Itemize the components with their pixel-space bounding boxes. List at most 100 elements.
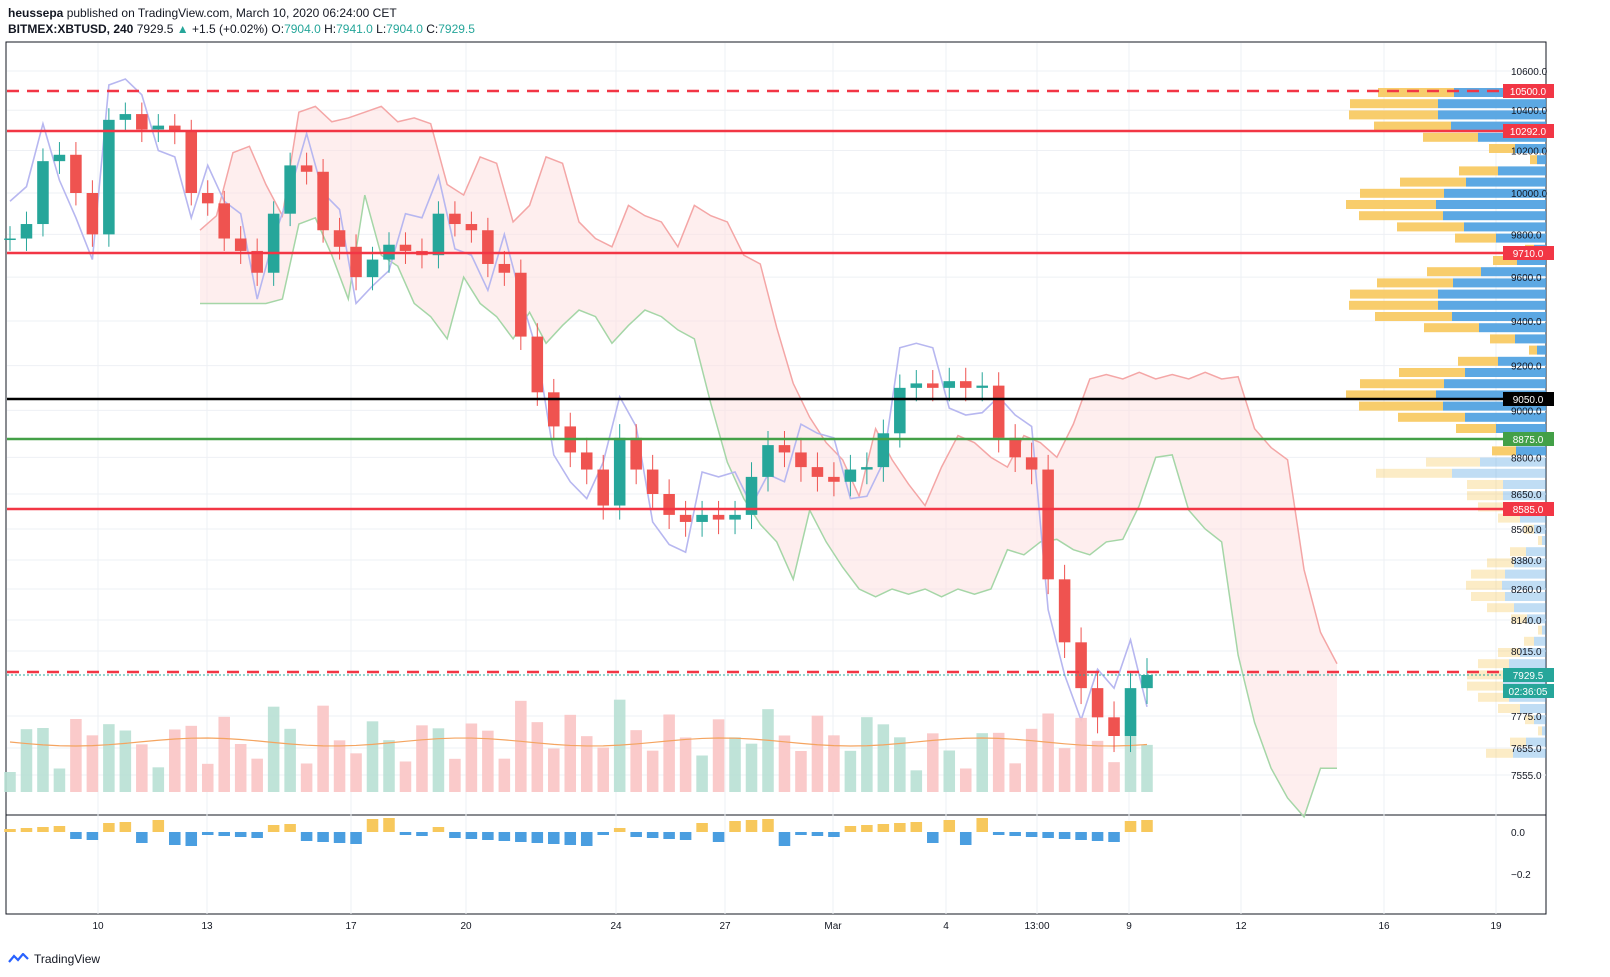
profile-up-bar: [1350, 289, 1438, 299]
level-badge: [1503, 392, 1554, 406]
profile-down-bar: [1527, 614, 1546, 624]
profile-up-bar: [1376, 468, 1452, 478]
profile-up-bar: [1349, 300, 1438, 310]
profile-down-bar: [1513, 748, 1546, 758]
level-badge: [1503, 124, 1554, 138]
profile-down-bar: [1534, 636, 1546, 646]
profile-down-bar: [1436, 390, 1546, 400]
candle-body: [943, 381, 956, 388]
candle-body: [284, 165, 296, 214]
profile-up-bar: [1478, 502, 1509, 512]
volume-bar: [1058, 748, 1071, 792]
profile-down-bar: [1438, 289, 1546, 299]
price-axis[interactable]: 10500.0 10292.0 9710.0 9050.0 8875.0 8585.0 79…: [1503, 67, 1554, 782]
oscillator-bar: [366, 819, 379, 832]
profile-down-bar: [1520, 513, 1546, 523]
profile-up-bar: [1374, 121, 1451, 131]
oscillator-bar: [37, 827, 49, 832]
price-tick-label: 9000.0: [1511, 406, 1542, 417]
profile-down-bar: [1496, 424, 1546, 433]
profile-down-bar: [1479, 323, 1546, 333]
oscillator-bar: [234, 832, 247, 837]
profile-up-bar: [1538, 625, 1542, 635]
price-tick-label: 8500.0: [1511, 525, 1542, 536]
oscillator-bar: [136, 832, 148, 843]
profile-down-bar: [1480, 457, 1546, 467]
osc-tick-label: −0.2: [1511, 870, 1531, 881]
profile-down-bar: [1452, 468, 1546, 478]
volume-bar: [1009, 763, 1021, 792]
time-tick-label: 24: [610, 921, 622, 932]
change-value: +1.5 (+0.02%): [191, 22, 269, 36]
oscillator-bar: [251, 832, 263, 838]
profile-down-bar: [1515, 144, 1546, 153]
profile-up-bar: [1377, 278, 1453, 288]
volume-bar: [712, 719, 725, 792]
price-tick-label: 10400.0: [1511, 106, 1548, 117]
profile-down-bar: [1520, 648, 1546, 657]
price-tick-label: 8650.0: [1511, 490, 1542, 501]
profile-up-bar: [1529, 345, 1537, 355]
level-badge: [1503, 84, 1554, 98]
price-tick-label: 9400.0: [1511, 317, 1542, 328]
tradingview-logo-icon: [8, 953, 29, 963]
candle-body: [910, 383, 923, 388]
oscillator-bar: [696, 823, 708, 832]
oscillator-bar: [152, 820, 165, 832]
profile-up-bar: [1489, 144, 1515, 153]
volume-bar: [580, 736, 593, 792]
volume-bar: [1042, 713, 1054, 792]
volume-profile: [1346, 88, 1546, 758]
volume-bar: [449, 758, 461, 792]
candle-body: [646, 469, 659, 494]
oscillator-bar: [548, 832, 560, 844]
volume-bar: [597, 747, 609, 792]
volume-bar: [482, 730, 494, 792]
volume-bar: [1075, 717, 1087, 792]
candle-body: [119, 114, 132, 120]
time-axis[interactable]: 10 13 17 20 24 27 Mar 4 13:00 9 12 16 19: [92, 921, 1502, 932]
profile-up-bar: [1378, 88, 1454, 97]
profile-up-bar: [1511, 614, 1527, 624]
volume-bar: [432, 728, 445, 792]
oscillator-bar: [4, 829, 16, 832]
profile-up-bar: [1399, 368, 1465, 377]
countdown-label: 02:36:05: [1509, 687, 1548, 698]
oscillator-bar: [1009, 832, 1021, 836]
level-badge-label: 10500.0: [1510, 87, 1547, 98]
horizontal-levels[interactable]: [7, 89, 1546, 676]
senkou-line: [199, 105, 1338, 665]
profile-down-bar: [1520, 704, 1546, 713]
candle-body: [350, 246, 362, 278]
volume-bar: [366, 721, 379, 792]
symbol-label[interactable]: BITMEX:XBTUSD, 240: [8, 22, 134, 36]
oscillator-bar: [712, 832, 725, 842]
volume-bar: [1091, 740, 1104, 792]
profile-down-bar: [1498, 356, 1546, 366]
candle-body: [745, 476, 758, 515]
volume-bar: [53, 768, 66, 792]
volume-bar: [1141, 744, 1153, 792]
price-tick-label: 8260.0: [1511, 585, 1542, 596]
author-name[interactable]: heussepa: [8, 6, 64, 20]
profile-up-bar: [1524, 524, 1534, 534]
profile-up-bar: [1397, 222, 1464, 232]
volume-bar: [515, 700, 527, 792]
volume-bar: [465, 723, 478, 792]
candle-body: [20, 224, 33, 239]
kijun-line: [9, 78, 1148, 723]
profile-up-bar: [1350, 99, 1438, 109]
candle-body: [333, 230, 346, 247]
oscillator-bar: [267, 825, 280, 832]
countdown-badge: [1503, 684, 1554, 698]
candlesticks[interactable]: [4, 102, 1153, 753]
volume-bar: [663, 714, 675, 792]
oscillator-bar: [399, 832, 412, 835]
candle-body: [762, 445, 774, 477]
oscillator-bar: [333, 832, 346, 843]
candle-body: [498, 263, 511, 273]
oscillator-bar: [449, 832, 461, 838]
time-tick-label: 4: [943, 921, 949, 932]
tradingview-brand[interactable]: TradingView: [8, 952, 100, 966]
